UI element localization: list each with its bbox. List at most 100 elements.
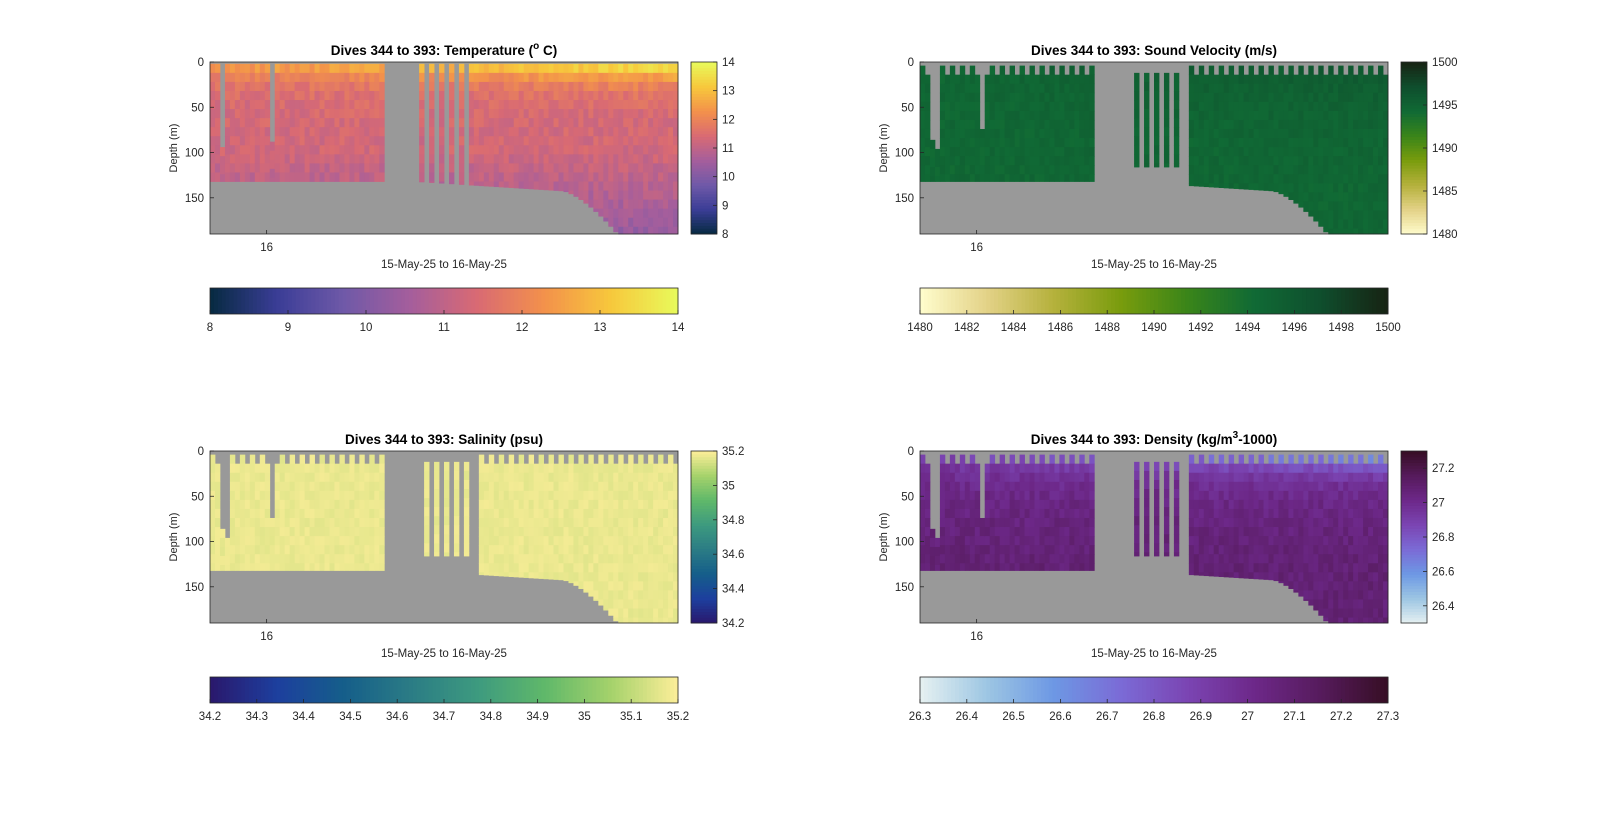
- heatmap-cell: [1318, 83, 1324, 94]
- heatmap-cell: [924, 119, 931, 130]
- colorbar-bottom-segment: [623, 288, 628, 314]
- heatmap-cell: [638, 81, 644, 92]
- heatmap-cell: [653, 481, 659, 492]
- heatmap-cell: [623, 517, 629, 528]
- heatmap-cell: [1258, 499, 1264, 510]
- heatmap-cell: [419, 63, 425, 74]
- heatmap-cell: [533, 508, 539, 519]
- heatmap-cell: [284, 90, 291, 101]
- heatmap-cell: [648, 90, 654, 101]
- heatmap-cell: [673, 136, 679, 146]
- heatmap-cell: [1034, 563, 1040, 571]
- heatmap-cell: [1039, 92, 1045, 103]
- heatmap-cell: [364, 136, 370, 146]
- heatmap-cell: [1308, 581, 1314, 591]
- heatmap-cell: [1054, 545, 1060, 555]
- heatmap-cell: [1009, 527, 1015, 537]
- heatmap-cell: [1009, 463, 1015, 474]
- heatmap-cell: [508, 163, 515, 173]
- heatmap-cell: [1338, 210, 1344, 220]
- heatmap-cell: [210, 127, 216, 137]
- colorbar-bottom-segment: [1216, 288, 1221, 314]
- heatmap-cell: [1079, 563, 1085, 571]
- heatmap-cell: [473, 136, 480, 146]
- heatmap-cell: [603, 109, 609, 119]
- heatmap-cell: [999, 110, 1006, 121]
- heatmap-cell: [929, 565, 936, 571]
- colorbar-bottom-segment: [1278, 288, 1284, 314]
- heatmap-cell: [1338, 119, 1344, 130]
- heatmap-cell: [954, 527, 961, 537]
- heatmap-cell: [1323, 128, 1329, 139]
- heatmap-cell: [1293, 490, 1299, 501]
- heatmap-cell: [1004, 490, 1011, 501]
- heatmap-cell: [1029, 147, 1035, 157]
- heatmap-cell: [1288, 138, 1294, 148]
- heatmap-cell: [214, 109, 221, 119]
- heatmap-cell: [543, 517, 549, 528]
- heatmap-cell: [364, 81, 370, 92]
- heatmap-cell: [229, 172, 236, 182]
- heatmap-cell: [1059, 499, 1065, 510]
- heatmap-cell: [1024, 463, 1030, 474]
- heatmap-cell: [518, 499, 525, 510]
- heatmap-cell: [379, 472, 385, 483]
- heatmap-cell: [989, 563, 996, 571]
- colorbar-bottom-segment: [455, 677, 461, 703]
- heatmap-cell: [1258, 472, 1264, 483]
- heatmap-cell: [939, 481, 946, 492]
- heatmap-cell: [548, 545, 554, 555]
- heatmap-cell: [274, 563, 281, 571]
- heatmap-cell: [538, 154, 544, 164]
- heatmap-cell: [1044, 490, 1050, 501]
- colorbar-bottom-segment: [1142, 288, 1147, 314]
- heatmap-cell: [1328, 192, 1334, 202]
- heatmap-cell: [493, 154, 500, 164]
- heatmap-cell: [1308, 183, 1314, 193]
- heatmap-cell: [1293, 174, 1299, 184]
- heatmap-cell: [314, 127, 320, 137]
- heatmap-cell: [1328, 219, 1334, 229]
- heatmap-cell: [1328, 490, 1334, 501]
- heatmap-cell: [1163, 100, 1170, 110]
- heatmap-cell: [434, 543, 440, 553]
- heatmap-cell: [1019, 490, 1025, 501]
- heatmap-cell: [1343, 138, 1349, 148]
- heatmap-cell: [1054, 536, 1060, 546]
- heatmap-cell: [1328, 110, 1334, 121]
- heatmap-cell: [543, 481, 549, 492]
- heatmap-cell: [1049, 517, 1055, 528]
- heatmap-cell: [523, 172, 530, 182]
- colorbar-bottom-segment: [424, 677, 429, 703]
- heatmap-cell: [1079, 454, 1085, 465]
- heatmap-cell: [1049, 527, 1055, 537]
- heatmap-cell: [538, 563, 544, 573]
- colorbar-bottom-segment: [627, 288, 632, 314]
- heatmap-cell: [1134, 534, 1140, 544]
- heatmap-cell: [648, 226, 654, 235]
- colorbar-bottom-segment: [1341, 288, 1346, 314]
- heatmap-cell: [974, 463, 981, 474]
- heatmap-cell: [1208, 92, 1215, 103]
- heatmap-cell: [563, 490, 569, 501]
- heatmap-cell: [224, 63, 231, 74]
- colorbar-bottom-segment: [416, 288, 422, 314]
- heatmap-cell: [1014, 165, 1020, 175]
- heatmap-cell: [999, 490, 1006, 501]
- heatmap-cell: [229, 472, 236, 483]
- heatmap-cell: [920, 463, 926, 474]
- heatmap-cell: [374, 100, 380, 110]
- heatmap-cell: [1014, 563, 1020, 571]
- heatmap-cell: [334, 136, 340, 146]
- heatmap-cell: [1024, 517, 1030, 528]
- heatmap-cell: [279, 72, 286, 83]
- heatmap-cell: [618, 527, 624, 537]
- heatmap-cell: [984, 110, 991, 121]
- colorbar-right-segment: [691, 577, 717, 581]
- heatmap-cell: [1059, 527, 1065, 537]
- heatmap-cell: [573, 554, 579, 564]
- heatmap-cell: [578, 490, 584, 501]
- heatmap-cell: [573, 109, 579, 119]
- heatmap-cell: [939, 101, 946, 112]
